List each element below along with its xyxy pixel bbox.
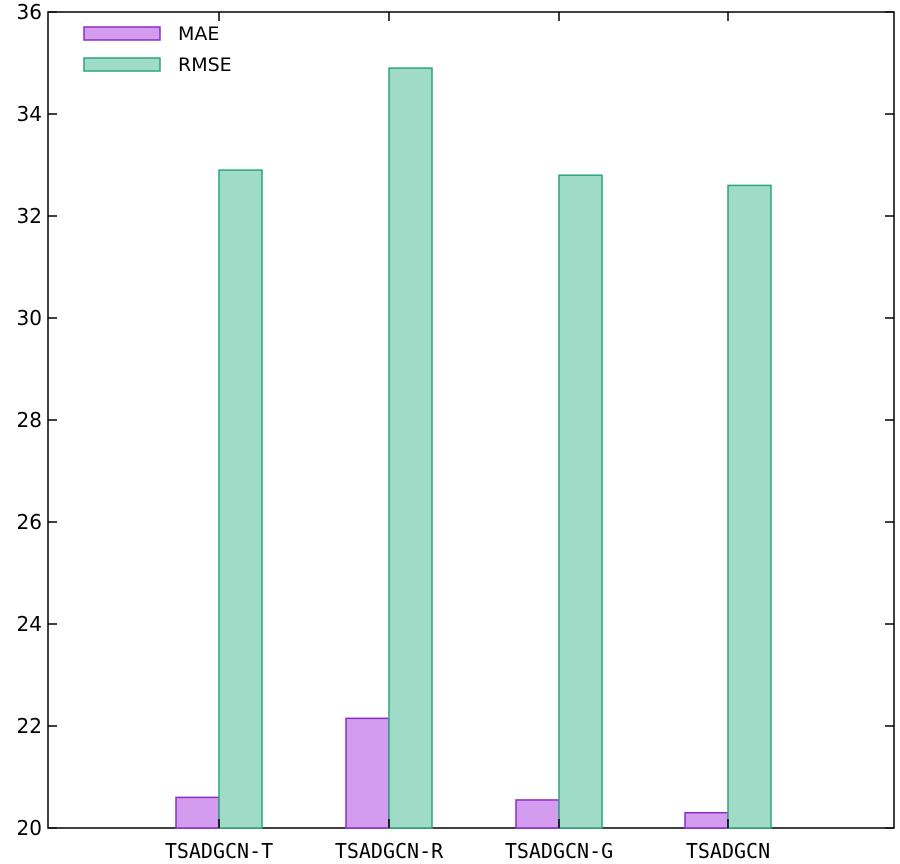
y-tick-label: 22 [17, 714, 42, 738]
x-tick-label: TSADGCN-T [165, 839, 273, 863]
legend-swatch-rmse [83, 57, 161, 72]
y-tick-label: 32 [17, 204, 42, 228]
bars-group [175, 67, 772, 829]
y-tick-label: 28 [17, 408, 42, 432]
bar-rmse-tsadgcn-r [388, 67, 433, 829]
bar-mae-tsadgcn-r [345, 717, 390, 829]
x-axis: TSADGCN-T TSADGCN-R TSADGCN-G TSADGCN [165, 12, 770, 863]
bar-rmse-tsadgcn [727, 184, 772, 829]
bar-rmse-tsadgcn-t [218, 169, 263, 829]
x-tick-label: TSADGCN [686, 839, 770, 863]
y-tick-label: 24 [17, 612, 42, 636]
x-tick-label: TSADGCN-G [505, 839, 613, 863]
y-tick-label: 26 [17, 510, 42, 534]
legend: MAE RMSE [83, 23, 232, 76]
y-tick-label: 20 [17, 816, 42, 840]
y-axis: 20 22 24 26 28 30 32 34 36 [17, 0, 894, 840]
bar-mae-tsadgcn [684, 811, 729, 829]
legend-swatch-mae [83, 26, 161, 41]
legend-label-mae: MAE [178, 23, 219, 45]
bar-mae-tsadgcn-g [515, 799, 560, 829]
x-tick-label: TSADGCN-R [335, 839, 444, 863]
legend-label-rmse: RMSE [178, 54, 232, 76]
bar-rmse-tsadgcn-g [558, 174, 603, 829]
bar-mae-tsadgcn-t [175, 796, 220, 829]
y-tick-label: 36 [17, 0, 42, 24]
y-tick-label: 30 [17, 306, 42, 330]
y-tick-label: 34 [17, 102, 42, 126]
